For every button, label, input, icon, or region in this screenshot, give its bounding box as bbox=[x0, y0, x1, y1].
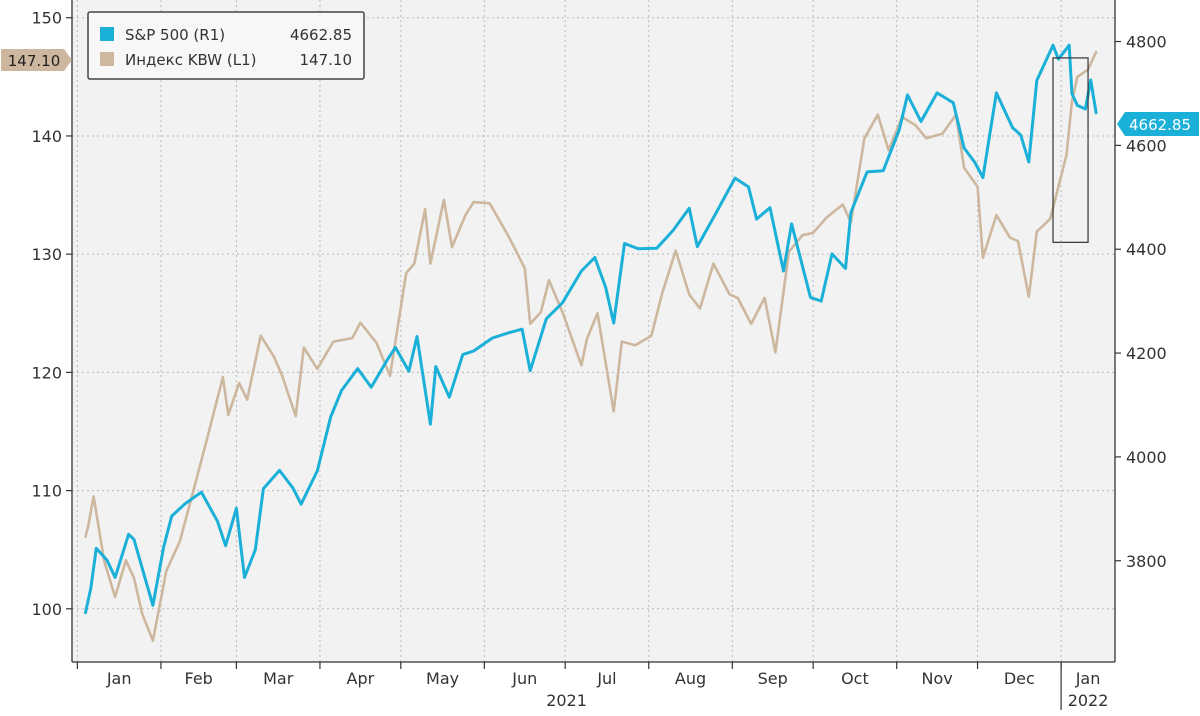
x-axis-month-label: Mar bbox=[263, 669, 294, 688]
series-line-sp500 bbox=[84, 43, 1098, 615]
x-axis-month-label: Apr bbox=[347, 669, 375, 688]
left-axis-tick-label: 100 bbox=[31, 600, 62, 619]
x-axis-month-label: Jan bbox=[1075, 669, 1101, 688]
x-axis-year-label: 2021 bbox=[546, 691, 587, 710]
left-axis-tick-label: 130 bbox=[31, 245, 62, 264]
right-axis-tick-label: 4800 bbox=[1126, 33, 1167, 52]
right-axis-tick-label: 4400 bbox=[1126, 240, 1167, 259]
legend-swatch-kbw bbox=[100, 52, 114, 66]
left-axis-tick-label: 150 bbox=[31, 9, 62, 28]
legend-box bbox=[87, 11, 365, 80]
legend-value-sp500: 4662.85 bbox=[290, 26, 352, 44]
right-axis-tick-label: 4200 bbox=[1126, 344, 1167, 363]
legend-value-kbw: 147.10 bbox=[300, 51, 353, 69]
right-badge-label: 4662.85 bbox=[1129, 116, 1191, 134]
x-axis-month-label: May bbox=[426, 669, 459, 688]
right-axis-tick-label: 4600 bbox=[1126, 136, 1167, 155]
right-axis-tick-label: 3800 bbox=[1126, 552, 1167, 571]
series-line-kbw bbox=[84, 50, 1098, 643]
left-axis-tick-label: 110 bbox=[31, 482, 62, 501]
x-axis-month-label: Jul bbox=[596, 669, 616, 688]
x-axis-month-label: Aug bbox=[675, 669, 706, 688]
left-last-value-badge: 147.10 bbox=[1, 49, 72, 71]
legend: S&P 500 (R1) 4662.85 Индекс KBW (L1) 147… bbox=[87, 11, 365, 80]
right-badge-shape bbox=[1117, 112, 1199, 136]
left-axis-tick-label: 140 bbox=[31, 127, 62, 146]
right-axis-tick-label: 4000 bbox=[1126, 448, 1167, 467]
axes: 100 110 120 130 140 150 3800 4000 4200 4400 4600 48… bbox=[31, 0, 1167, 710]
plot-background bbox=[72, 0, 1115, 662]
series-layer bbox=[84, 43, 1098, 643]
x-axis-month-label: Nov bbox=[922, 669, 953, 688]
legend-swatch-sp500 bbox=[100, 27, 114, 41]
x-axis-month-label: Oct bbox=[841, 669, 869, 688]
left-badge-label: 147.10 bbox=[8, 52, 61, 70]
x-axis-month-label: Sep bbox=[758, 669, 788, 688]
x-axis-month-label: Feb bbox=[185, 669, 213, 688]
left-badge-shape bbox=[1, 49, 72, 71]
legend-label-sp500: S&P 500 (R1) bbox=[125, 26, 225, 44]
grid-lines bbox=[72, 0, 1115, 662]
x-axis-month-label: Jun bbox=[511, 669, 537, 688]
legend-label-kbw: Индекс KBW (L1) bbox=[125, 51, 257, 69]
left-axis-tick-label: 120 bbox=[31, 363, 62, 382]
x-axis-month-label: Jan bbox=[106, 669, 132, 688]
x-axis-year-label: 2022 bbox=[1068, 691, 1109, 710]
highlight-box bbox=[1052, 57, 1089, 243]
x-axis-month-label: Dec bbox=[1004, 669, 1035, 688]
right-last-value-badge: 4662.85 bbox=[1117, 112, 1199, 136]
